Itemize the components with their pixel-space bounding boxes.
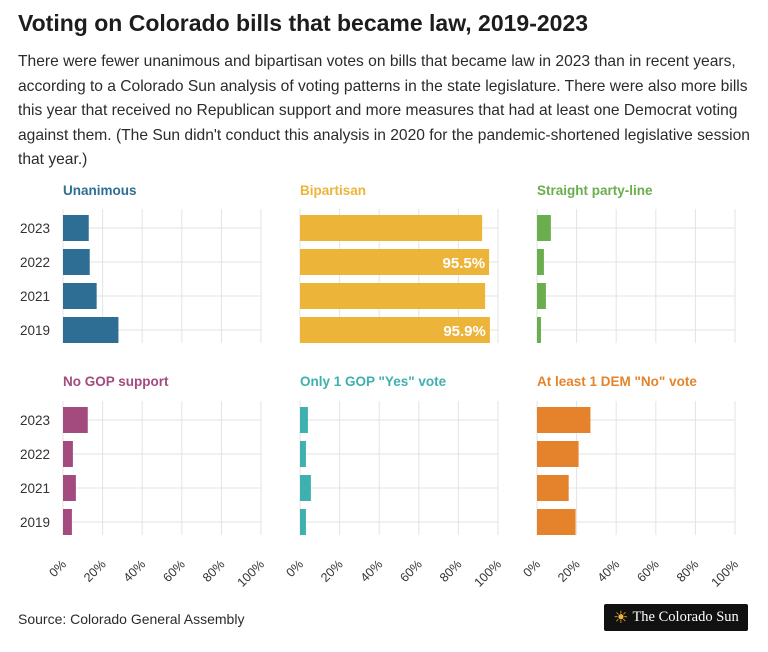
bar-2021 xyxy=(537,283,546,309)
x-tick-label: 100% xyxy=(235,557,268,590)
panel-title: Bipartisan xyxy=(300,183,366,198)
bar-2023 xyxy=(537,215,551,241)
bar-2021 xyxy=(300,283,486,309)
x-tick-label: 40% xyxy=(595,557,623,585)
bar-2019 xyxy=(537,317,541,343)
year-label: 2022 xyxy=(20,447,50,462)
bar-2019 xyxy=(300,317,490,343)
bar-2022 xyxy=(63,441,73,467)
x-tick-label: 0% xyxy=(46,557,69,580)
year-label: 2023 xyxy=(20,221,50,236)
panel-title: Unanimous xyxy=(63,183,137,198)
bar-2019 xyxy=(63,509,72,535)
x-tick-label: 60% xyxy=(160,557,188,585)
source-note: Source: Colorado General Assembly xyxy=(18,611,245,627)
x-tick-label: 80% xyxy=(200,557,228,585)
x-tick-label: 100% xyxy=(709,557,742,590)
panel-title: No GOP support xyxy=(63,374,169,389)
x-tick-label: 60% xyxy=(634,557,662,585)
x-tick-label: 40% xyxy=(358,557,386,585)
bar-2021 xyxy=(537,475,569,501)
bar-2023 xyxy=(63,407,88,433)
bar-2022 xyxy=(537,249,544,275)
bar-2022 xyxy=(300,441,306,467)
small-multiples-chart: Unanimous 2023 2022 2021 2019 Bipartisan 95.5%… xyxy=(20,183,742,590)
bar-2019 xyxy=(300,509,306,535)
bar-2023 xyxy=(300,215,483,241)
x-tick-label: 80% xyxy=(674,557,702,585)
bar-2021 xyxy=(300,475,311,501)
bar-2023 xyxy=(537,407,591,433)
year-label: 2021 xyxy=(20,481,50,496)
x-tick-label: 0% xyxy=(283,557,306,580)
sun-icon: ☀ xyxy=(613,608,629,627)
x-tick-label: 100% xyxy=(472,557,505,590)
panel-title: Only 1 GOP "Yes" vote xyxy=(300,374,447,389)
x-tick-label: 20% xyxy=(555,557,583,585)
x-tick-label: 80% xyxy=(437,557,465,585)
x-tick-label: 20% xyxy=(81,557,109,585)
chart-title: Voting on Colorado bills that became law… xyxy=(18,10,589,36)
bar-2022 xyxy=(300,249,490,275)
x-tick-label: 20% xyxy=(318,557,346,585)
data-label: 95.5% xyxy=(443,255,486,272)
year-label: 2023 xyxy=(20,413,50,428)
year-label: 2019 xyxy=(20,323,50,338)
bar-2022 xyxy=(537,441,579,467)
bar-2021 xyxy=(63,283,97,309)
bar-2019 xyxy=(537,509,576,535)
chart-subtitle: There were fewer unanimous and bipartisa… xyxy=(18,53,750,168)
logo-text: The Colorado Sun xyxy=(632,609,739,625)
year-label: 2021 xyxy=(20,289,50,304)
data-label: 95.9% xyxy=(443,323,486,340)
x-tick-label: 60% xyxy=(397,557,425,585)
year-label: 2019 xyxy=(20,515,50,530)
year-label: 2022 xyxy=(20,255,50,270)
panel-title: At least 1 DEM "No" vote xyxy=(537,374,697,389)
bar-2021 xyxy=(63,475,76,501)
x-tick-label: 0% xyxy=(520,557,543,580)
panel-title: Straight party-line xyxy=(537,183,653,198)
bar-2022 xyxy=(63,249,90,275)
x-tick-label: 40% xyxy=(121,557,149,585)
bar-2023 xyxy=(63,215,89,241)
colorado-sun-logo: ☀ The Colorado Sun xyxy=(604,604,748,631)
bar-2019 xyxy=(63,317,119,343)
bar-2023 xyxy=(300,407,308,433)
